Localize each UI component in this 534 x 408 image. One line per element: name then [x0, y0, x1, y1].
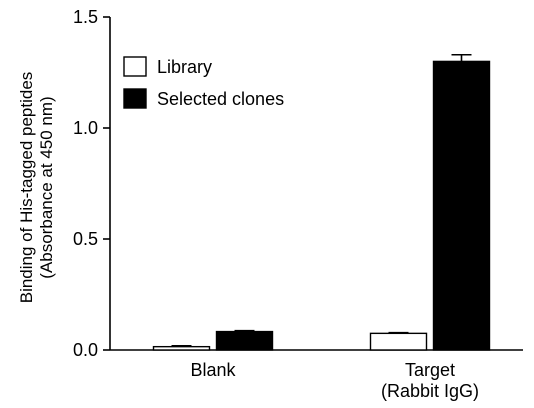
y-tick-label: 0.5	[73, 229, 98, 249]
x-category-label: Target	[405, 360, 455, 380]
bar	[152, 345, 211, 351]
y-axis-label-line: Binding of His-tagged peptides	[17, 72, 36, 304]
y-axis-label-line: (Absorbance at 450 nm)	[37, 96, 56, 278]
legend-swatch	[123, 56, 147, 77]
bar	[369, 332, 428, 351]
category-labels: Blank Target(Rabbit IgG)	[190, 360, 479, 401]
bar	[432, 60, 491, 351]
bar	[215, 330, 274, 351]
y-tick-label: 0.0	[73, 340, 98, 360]
legend-label: Library	[157, 57, 212, 77]
bars	[152, 53, 491, 351]
y-axis-label: Binding of His-tagged peptides (Absorbanc…	[17, 72, 56, 304]
legend: Library Selected clones	[123, 56, 284, 109]
legend-label: Selected clones	[157, 89, 284, 109]
x-category-label: Blank	[190, 360, 236, 380]
y-tick-label: 1.0	[73, 118, 98, 138]
legend-swatch	[123, 88, 147, 109]
y-tick-label: 1.5	[73, 7, 98, 27]
x-category-label: (Rabbit IgG)	[381, 381, 479, 401]
